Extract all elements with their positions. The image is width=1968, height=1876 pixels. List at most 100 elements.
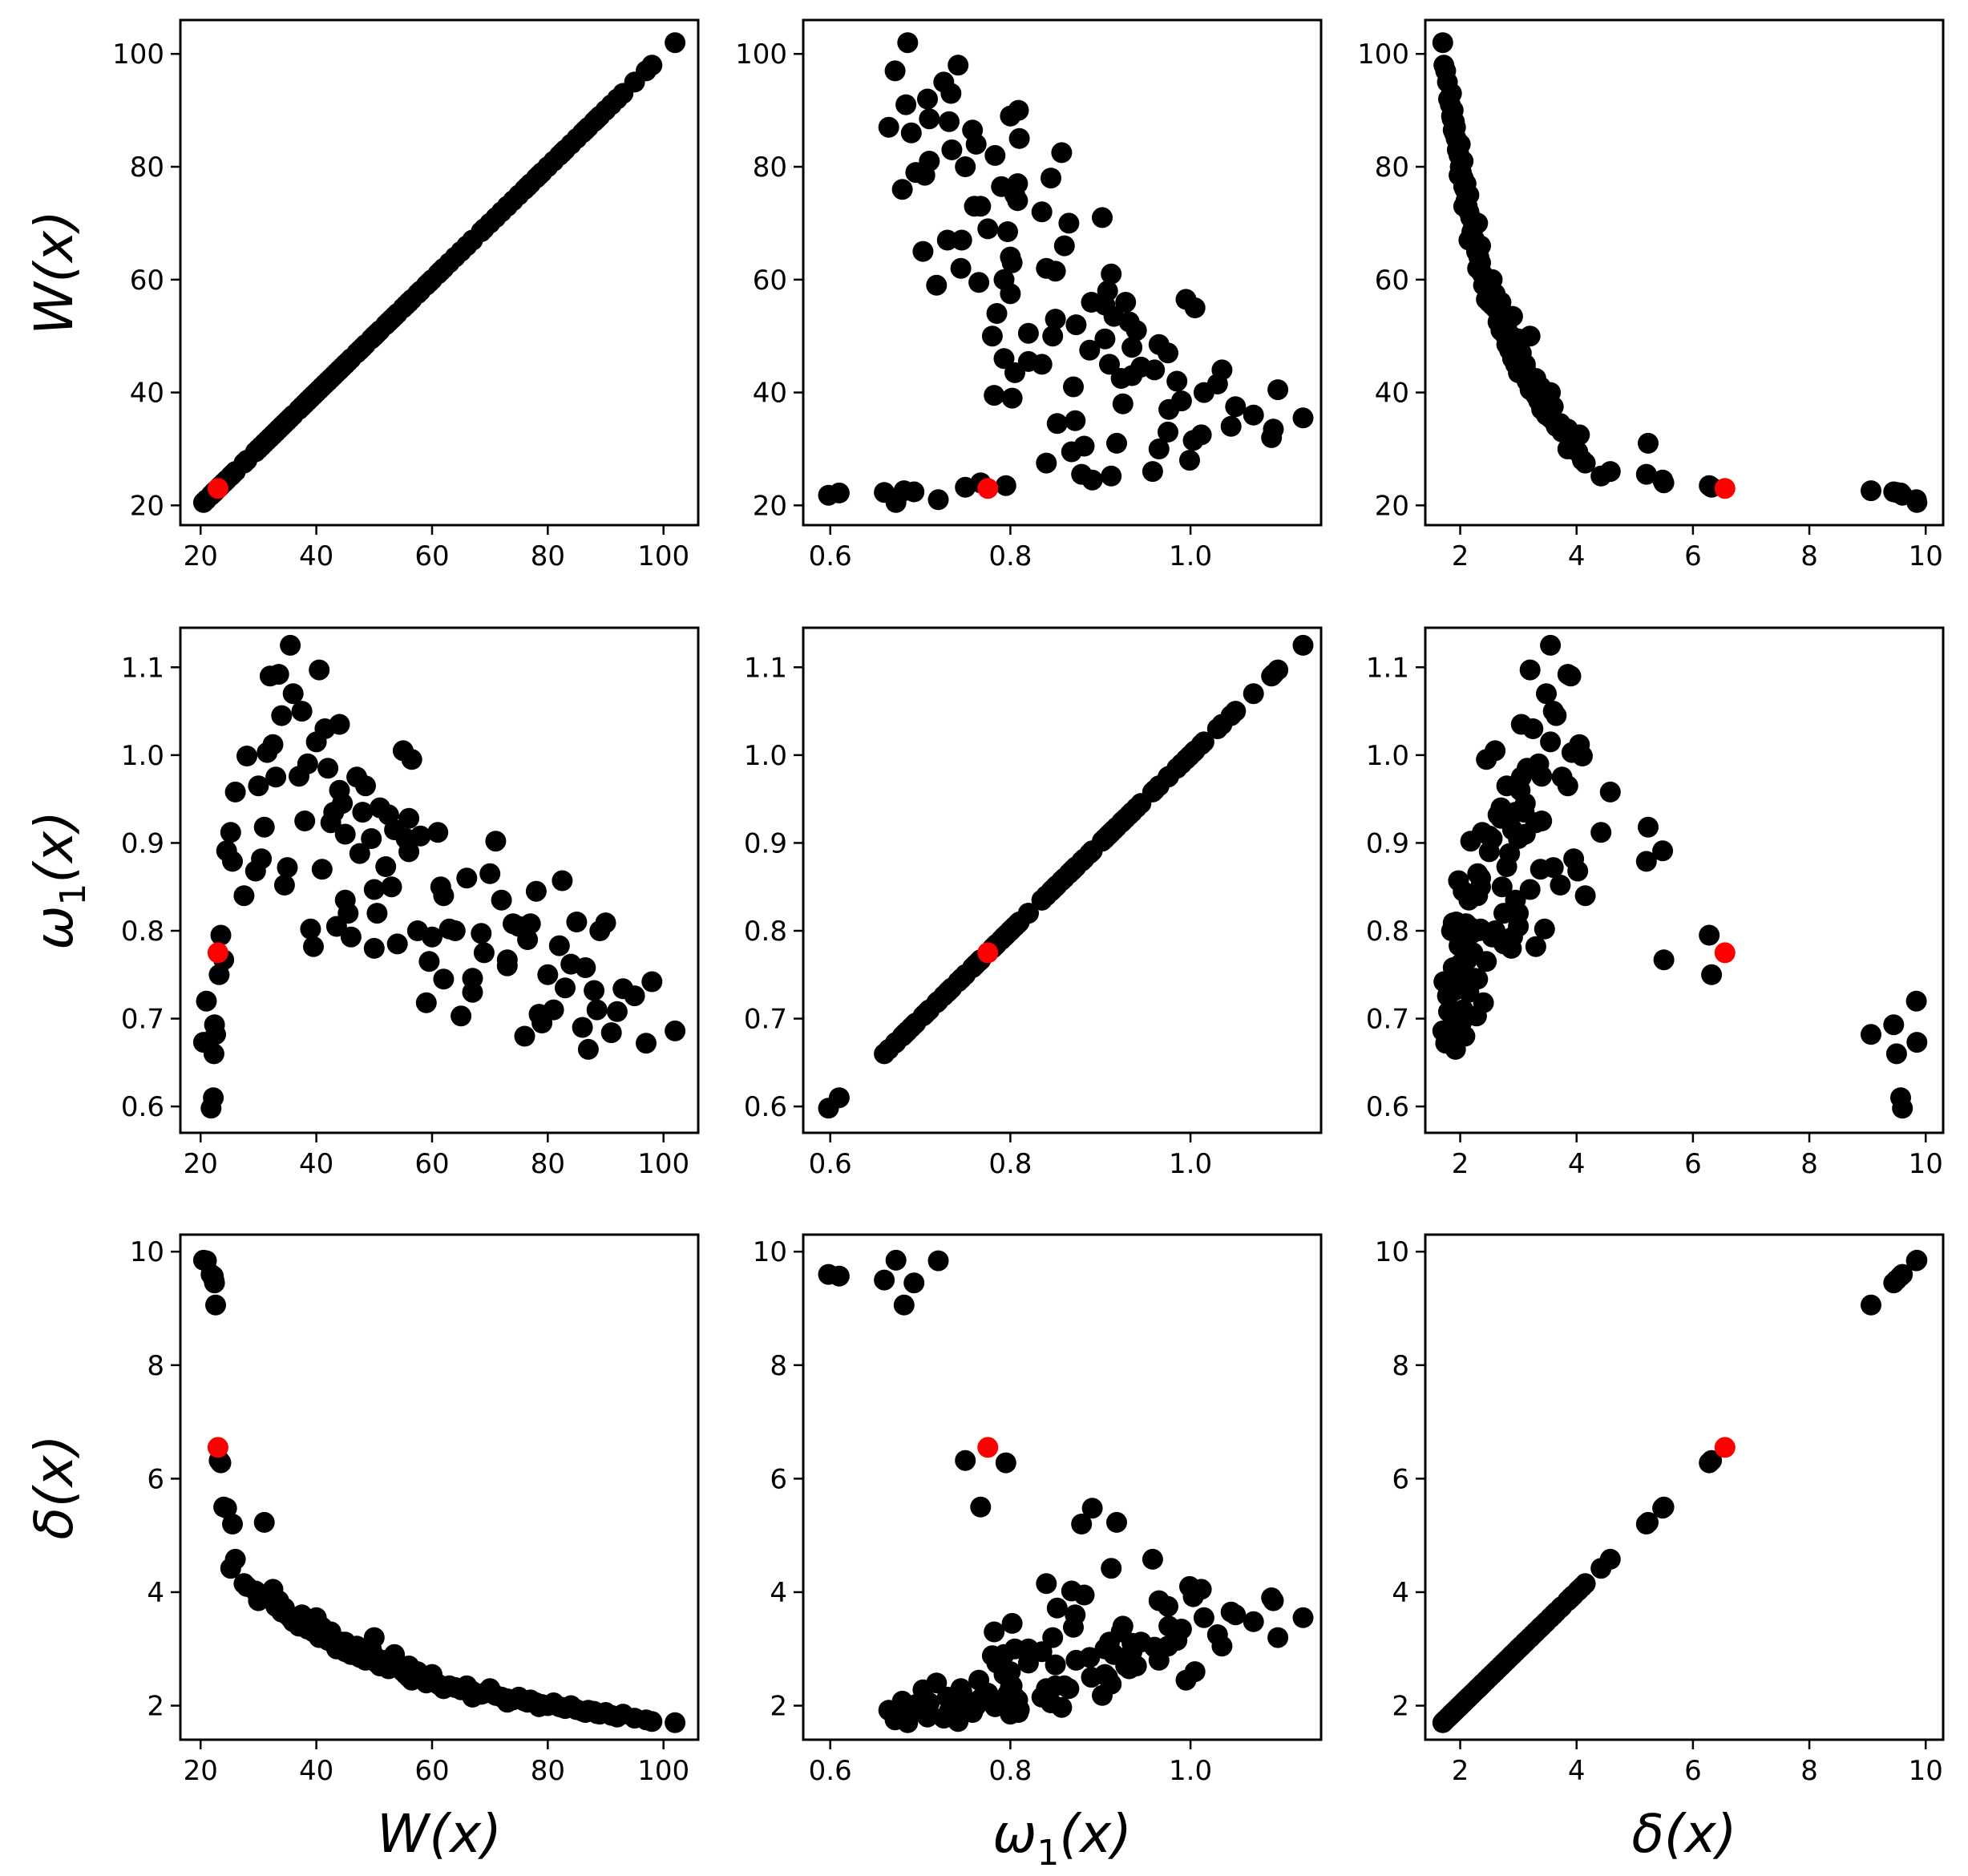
data-point [1063,1616,1084,1638]
data-point [964,955,985,976]
data-point [352,802,374,823]
data-point [1008,127,1030,149]
data-point [1432,1020,1453,1041]
data-point [586,108,608,130]
x-tick-label: 10 [1909,1755,1943,1787]
x-tick-label: 4 [1568,540,1586,572]
data-point [1448,870,1469,892]
data-point [398,841,420,863]
data-point [203,1043,224,1065]
data-point [964,1692,985,1713]
data-point [897,32,919,54]
data-point [311,859,333,880]
data-point [462,229,483,251]
data-point [1905,1250,1927,1272]
data-point [233,885,255,907]
data-point [1148,439,1170,459]
data-point [1519,325,1541,347]
panel-W-vs-d: 2 4 6 8 10 20 40 60 80 100 [1357,18,1945,572]
data-point [1491,876,1513,898]
y-tick-label: 1.1 [744,652,787,684]
data-point [914,164,936,186]
y-tick-label: 4 [770,1577,787,1609]
data-point [1081,841,1102,863]
data-point [936,981,958,1003]
data-point [329,714,350,735]
highlighted-point [977,942,999,964]
data-point [381,1654,402,1676]
data-point [1557,664,1578,685]
data-point [586,999,608,1021]
x-tick-label: 4 [1568,1755,1586,1787]
data-point [1225,396,1247,418]
x-tick-label: 60 [414,1755,449,1787]
y-tick-label: 1.1 [1366,652,1409,684]
data-point [1453,196,1474,217]
y-tick-label: 1.0 [121,740,164,772]
data-point [444,246,466,268]
data-point [422,926,442,948]
data-point [1041,168,1061,189]
data-point [1652,469,1674,491]
data-point [1699,475,1720,496]
data-point [1460,831,1481,852]
data-point [1699,924,1720,946]
y-tick-label: 60 [130,265,164,297]
y-tick-label: 0.9 [744,827,787,859]
data-point [1115,1656,1137,1676]
data-point [1519,879,1541,900]
data-point [995,1452,1016,1474]
y-tick-label: 8 [1392,1350,1409,1382]
y-tick-label: 20 [130,490,164,522]
data-point [586,1703,608,1724]
data-point [1211,1635,1233,1657]
data-point [300,918,321,940]
data-point [386,933,408,955]
data-point [1094,328,1116,350]
data-point [1243,683,1264,705]
data-point [401,749,422,770]
data-point [1099,1631,1120,1653]
x-tick-label: 80 [531,540,565,572]
y-tick-label: 0.9 [121,827,164,859]
data-point [1885,1043,1907,1065]
data-point [1142,461,1163,483]
data-point [1540,634,1562,656]
data-point [993,348,1015,370]
data-point [1468,246,1489,268]
x-axis-title-W: W(x) [377,1803,502,1865]
x-tick-label: 2 [1452,1148,1469,1180]
data-point [984,385,1005,406]
data-point [1073,435,1095,457]
highlighted-point [1714,1437,1736,1458]
data-point [1000,246,1021,268]
data-point [962,119,984,141]
data-point [991,929,1012,950]
data-point [398,1667,420,1688]
y-tick-label: 4 [1392,1577,1409,1609]
data-point [600,1022,622,1044]
data-point [363,879,385,900]
data-point [1551,766,1573,788]
data-point [1599,781,1621,803]
data-point [1001,387,1023,409]
data-point [1267,379,1289,401]
data-point [575,957,596,978]
x-tick-label: 10 [1909,540,1943,572]
data-point [1190,424,1212,446]
data-point [955,1449,976,1471]
data-point [517,176,539,197]
data-point [1574,885,1596,907]
data-point [248,775,269,797]
y-tick-label: 20 [1375,490,1409,522]
y-tick-label: 6 [1392,1463,1409,1495]
data-point [514,1025,535,1047]
data-point [981,325,1003,347]
x-tick-label: 6 [1684,1755,1702,1787]
x-tick-label: 20 [184,540,218,572]
data-point [366,903,388,924]
data-point [334,823,356,845]
data-point [1519,659,1541,681]
data-point [1175,1669,1197,1691]
